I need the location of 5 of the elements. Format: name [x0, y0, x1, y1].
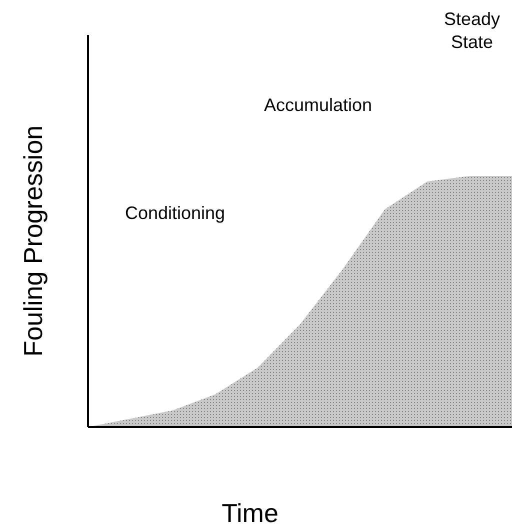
text: Accumulation	[264, 95, 372, 115]
text: Steady State	[444, 9, 500, 52]
x-axis-title: Time	[222, 498, 278, 528]
annotation: Conditioning	[124, 203, 226, 223]
y-axis-title: Fouling Progression	[18, 125, 48, 357]
